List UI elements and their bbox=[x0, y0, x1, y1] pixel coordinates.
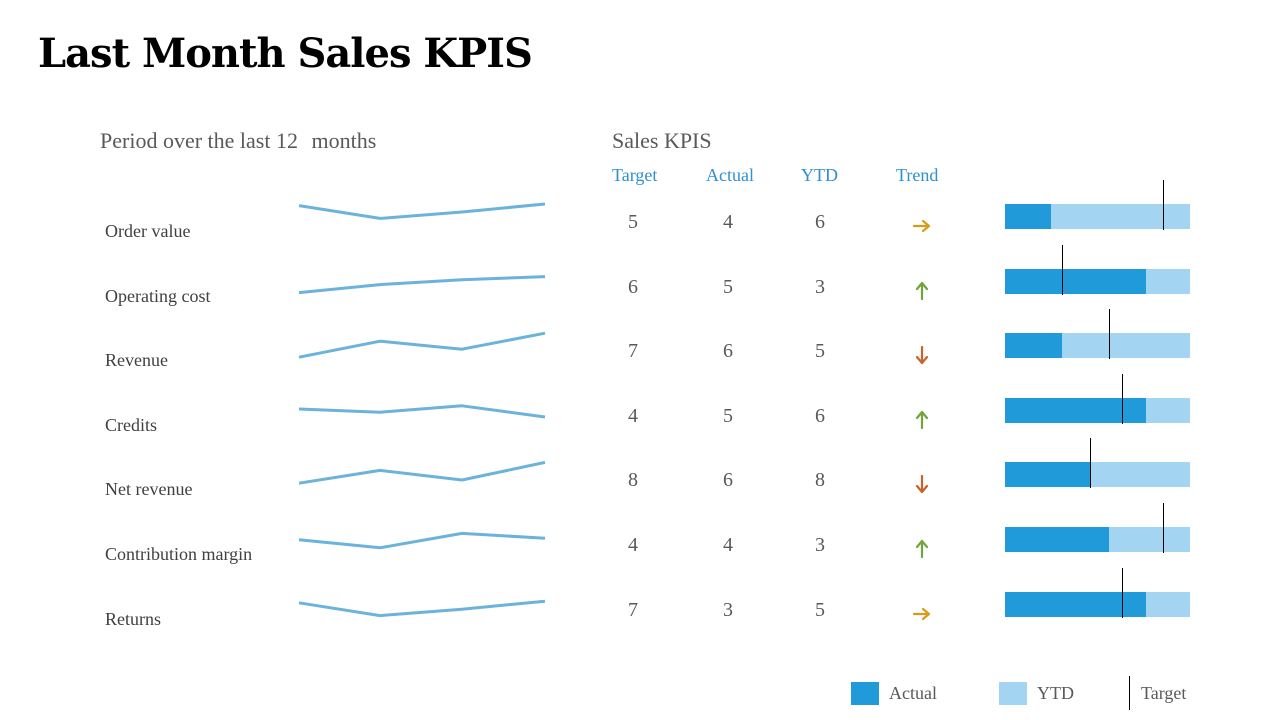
actual-bar bbox=[1005, 204, 1051, 229]
ytd-value: 6 bbox=[815, 211, 825, 233]
row-label: Contribution margin bbox=[105, 544, 253, 564]
arrow-right-icon bbox=[912, 219, 931, 233]
target-value: 6 bbox=[628, 275, 638, 298]
actual-bar bbox=[1005, 268, 1146, 294]
actual-bar bbox=[1005, 397, 1146, 423]
ytd-value: 3 bbox=[815, 534, 825, 556]
arrow-up-icon bbox=[915, 281, 929, 300]
legend-target-label: Target bbox=[1141, 683, 1187, 703]
sparkline bbox=[298, 531, 546, 550]
arrow-down-icon bbox=[915, 475, 929, 494]
sparkline-section-heading: Period over the last 12 months bbox=[100, 128, 376, 154]
actual-bar bbox=[1005, 527, 1109, 552]
target-value: 7 bbox=[628, 340, 638, 363]
sparkline bbox=[298, 202, 546, 220]
arrow-down-icon bbox=[915, 346, 929, 365]
ytd-value: 3 bbox=[815, 275, 825, 298]
sparkline-heading-suffix: months bbox=[311, 128, 377, 153]
arrow-right-icon bbox=[912, 607, 931, 620]
row-label: Net revenue bbox=[105, 479, 193, 500]
sparkline-heading-text: Period over the last 12 bbox=[100, 128, 298, 153]
target-marker bbox=[1109, 309, 1110, 360]
actual-value: 3 bbox=[723, 598, 733, 621]
arrow-up-icon bbox=[915, 410, 929, 429]
row-label: Order value bbox=[105, 221, 191, 241]
column-header-trend: Trend bbox=[896, 165, 939, 185]
row-label: Credits bbox=[105, 414, 157, 435]
target-marker bbox=[1163, 503, 1164, 553]
actual-value: 4 bbox=[723, 534, 733, 556]
target-value: 7 bbox=[628, 598, 638, 621]
sparkline bbox=[298, 404, 546, 419]
arrow-up-icon bbox=[915, 539, 929, 559]
actual-bar bbox=[1005, 333, 1062, 359]
actual-value: 6 bbox=[723, 340, 733, 363]
target-value: 8 bbox=[628, 469, 638, 492]
ytd-value: 6 bbox=[815, 404, 825, 427]
target-value: 4 bbox=[628, 404, 638, 427]
actual-bar bbox=[1005, 462, 1090, 488]
target-marker bbox=[1062, 244, 1063, 295]
actual-value: 4 bbox=[723, 211, 733, 233]
actual-value: 5 bbox=[723, 404, 733, 427]
sparkline bbox=[298, 331, 546, 359]
page-title: Last Month Sales KPIS bbox=[38, 30, 533, 77]
row-label: Revenue bbox=[105, 350, 168, 371]
target-value: 4 bbox=[628, 534, 638, 556]
sparkline bbox=[298, 275, 546, 295]
row-label: Operating cost bbox=[105, 285, 211, 306]
target-value: 5 bbox=[628, 211, 638, 233]
legend-ytd-swatch bbox=[999, 682, 1027, 705]
ytd-value: 5 bbox=[815, 598, 825, 621]
column-header-ytd: YTD bbox=[801, 165, 838, 185]
legend-actual-swatch bbox=[851, 682, 879, 705]
actual-value: 5 bbox=[723, 275, 733, 298]
target-marker bbox=[1090, 438, 1091, 489]
legend-actual-label: Actual bbox=[889, 683, 937, 703]
sparkline bbox=[298, 460, 546, 485]
legend-target-marker bbox=[1129, 676, 1130, 710]
kpi-section-heading: Sales KPIS bbox=[612, 128, 712, 153]
legend-ytd-label: YTD bbox=[1037, 683, 1074, 703]
target-marker bbox=[1163, 180, 1164, 230]
ytd-value: 5 bbox=[815, 340, 825, 363]
column-header-actual: Actual bbox=[706, 165, 754, 185]
target-marker bbox=[1122, 373, 1123, 424]
row-label: Returns bbox=[105, 608, 161, 629]
ytd-value: 8 bbox=[815, 469, 825, 492]
column-header-target: Target bbox=[612, 165, 658, 185]
actual-bar bbox=[1005, 591, 1146, 617]
sparkline bbox=[298, 599, 546, 618]
target-marker bbox=[1122, 567, 1123, 618]
actual-value: 6 bbox=[723, 469, 733, 492]
